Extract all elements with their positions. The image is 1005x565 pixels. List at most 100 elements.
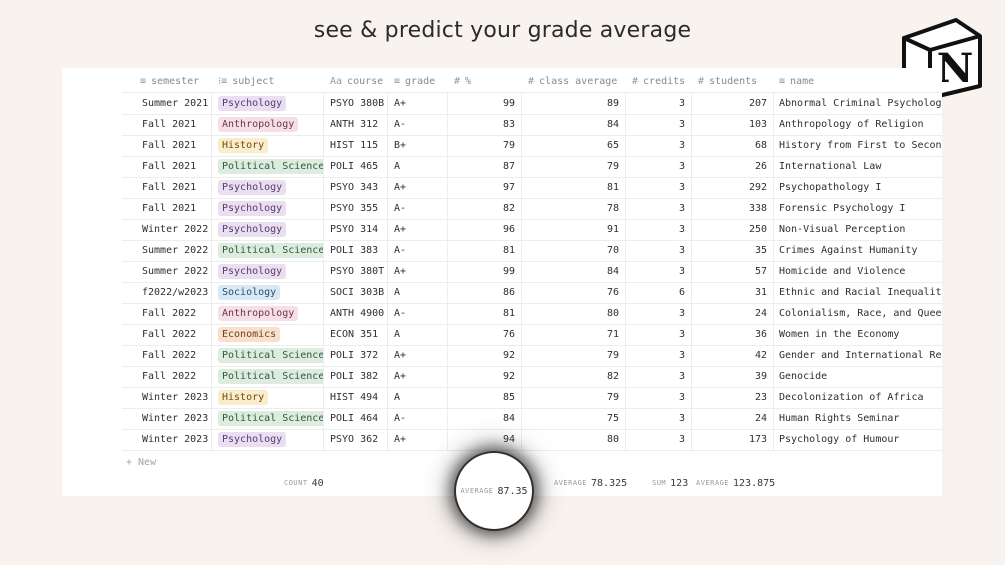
cell-grade[interactable]: A [388,156,448,177]
cell-credits[interactable]: 3 [626,324,692,345]
cell-name[interactable]: Homicide and Violence [774,261,942,282]
cell-course[interactable]: PSYO 380T [324,261,388,282]
cell-students[interactable]: 338 [692,198,774,219]
cell-name[interactable]: Colonialism, Race, and Queern [774,303,942,324]
cell-class-average[interactable]: 70 [522,240,626,261]
cell-grade[interactable]: A+ [388,429,448,450]
cell-name[interactable]: History from First to Second [774,135,942,156]
column-header-course[interactable]: Aa course [324,70,388,92]
footer-percent-average-highlight[interactable]: AVERAGE 87.35 [456,453,532,529]
cell-percent[interactable]: 86 [448,282,522,303]
cell-grade[interactable]: A- [388,198,448,219]
cell-class-average[interactable]: 79 [522,156,626,177]
cell-percent[interactable]: 92 [448,366,522,387]
cell-subject[interactable]: Psychology [212,429,324,450]
cell-course[interactable]: PSYO 343 [324,177,388,198]
cell-class-average[interactable]: 82 [522,366,626,387]
cell-students[interactable]: 292 [692,177,774,198]
cell-subject[interactable]: History [212,135,324,156]
cell-credits[interactable]: 3 [626,240,692,261]
cell-name[interactable]: Women in the Economy [774,324,942,345]
table-row[interactable]: Fall 2022 Economics ECON 351 A 76 71 3 36 Women … [122,324,942,346]
cell-subject[interactable]: Political Science [212,156,324,177]
cell-percent[interactable]: 81 [448,240,522,261]
new-row-button[interactable]: + New [126,456,157,468]
cell-students[interactable]: 26 [692,156,774,177]
cell-percent[interactable]: 79 [448,135,522,156]
cell-name[interactable]: Non-Visual Perception [774,219,942,240]
cell-percent[interactable]: 87 [448,156,522,177]
cell-semester[interactable]: Fall 2021 [122,114,212,135]
cell-class-average[interactable]: 79 [522,345,626,366]
cell-name[interactable]: Decolonization of Africa [774,387,942,408]
cell-students[interactable]: 57 [692,261,774,282]
cell-semester[interactable]: Fall 2021 [122,135,212,156]
table-row[interactable]: Fall 2022 Political Science POLI 372 A+ 92 79… [122,345,942,367]
table-row[interactable]: Winter 2023 Psychology PSYO 362 A+ 94 80 3 173 P… [122,429,942,451]
cell-percent[interactable]: 99 [448,261,522,282]
cell-course[interactable]: SOCI 303B [324,282,388,303]
cell-subject[interactable]: Anthropology [212,114,324,135]
cell-grade[interactable]: A- [388,114,448,135]
cell-subject[interactable]: Political Science [212,345,324,366]
table-row[interactable]: Fall 2021 Political Science POLI 465 A 87 79 3… [122,156,942,178]
cell-name[interactable]: International Law [774,156,942,177]
cell-name[interactable]: Abnormal Criminal Psychology [774,93,942,114]
cell-semester[interactable]: f2022/w2023 [122,282,212,303]
table-row[interactable]: Fall 2021 History HIST 115 B+ 79 65 3 68 History… [122,135,942,157]
cell-semester[interactable]: Fall 2022 [122,324,212,345]
cell-credits[interactable]: 3 [626,429,692,450]
cell-semester[interactable]: Summer 2021 [122,93,212,114]
table-row[interactable]: Summer 2022 Political Science POLI 383 A- 81… [122,240,942,262]
cell-class-average[interactable]: 80 [522,429,626,450]
cell-semester[interactable]: Summer 2022 [122,261,212,282]
cell-class-average[interactable]: 76 [522,282,626,303]
cell-credits[interactable]: 3 [626,114,692,135]
footer-class-average[interactable]: AVERAGE 78.325 [554,473,627,493]
cell-percent[interactable]: 82 [448,198,522,219]
column-header-percent[interactable]: #% [448,70,522,92]
cell-class-average[interactable]: 89 [522,93,626,114]
column-header-subject[interactable]: ⁝≡ subject [212,70,324,92]
cell-credits[interactable]: 6 [626,282,692,303]
cell-credits[interactable]: 3 [626,366,692,387]
cell-percent[interactable]: 84 [448,408,522,429]
cell-students[interactable]: 39 [692,366,774,387]
footer-count[interactable]: COUNT 40 [284,473,324,493]
cell-course[interactable]: POLI 383 [324,240,388,261]
table-row[interactable]: Summer 2021 Psychology PSYO 380B A+ 99 89 3 207… [122,93,942,115]
table-row[interactable]: Summer 2022 Psychology PSYO 380T A+ 99 84 3 57 H… [122,261,942,283]
cell-students[interactable]: 24 [692,303,774,324]
cell-subject[interactable]: Psychology [212,93,324,114]
cell-percent[interactable]: 85 [448,387,522,408]
cell-grade[interactable]: A+ [388,261,448,282]
cell-percent[interactable]: 76 [448,324,522,345]
table-row[interactable]: f2022/w2023 Sociology SOCI 303B A 86 76 6 31 Eth… [122,282,942,304]
cell-percent[interactable]: 99 [448,93,522,114]
cell-course[interactable]: POLI 382 [324,366,388,387]
cell-credits[interactable]: 3 [626,303,692,324]
cell-students[interactable]: 23 [692,387,774,408]
cell-semester[interactable]: Summer 2022 [122,240,212,261]
cell-percent[interactable]: 97 [448,177,522,198]
cell-semester[interactable]: Fall 2022 [122,345,212,366]
cell-credits[interactable]: 3 [626,345,692,366]
cell-students[interactable]: 24 [692,408,774,429]
cell-course[interactable]: ANTH 4900 [324,303,388,324]
cell-course[interactable]: PSYO 314 [324,219,388,240]
cell-grade[interactable]: A+ [388,93,448,114]
cell-students[interactable]: 250 [692,219,774,240]
column-header-class-average[interactable]: # class average [522,70,626,92]
cell-percent[interactable]: 83 [448,114,522,135]
table-row[interactable]: Winter 2023 Political Science POLI 464 A- 84… [122,408,942,430]
footer-credits-sum[interactable]: SUM 123 [652,473,688,493]
cell-subject[interactable]: Anthropology [212,303,324,324]
cell-students[interactable]: 173 [692,429,774,450]
cell-subject[interactable]: Political Science [212,408,324,429]
cell-percent[interactable]: 92 [448,345,522,366]
table-row[interactable]: Fall 2022 Anthropology ANTH 4900 A- 81 80 3 24 C… [122,303,942,325]
cell-credits[interactable]: 3 [626,198,692,219]
cell-class-average[interactable]: 79 [522,387,626,408]
cell-course[interactable]: PSYO 380B [324,93,388,114]
cell-credits[interactable]: 3 [626,156,692,177]
